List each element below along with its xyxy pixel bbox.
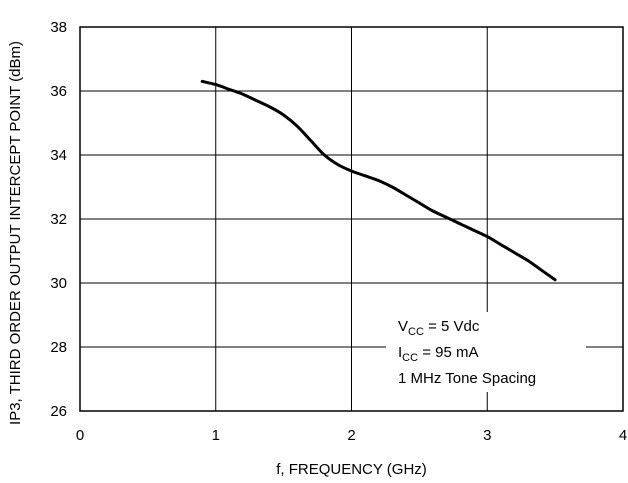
y-axis-label: IP3, THIRD ORDER OUTPUT INTERCEPT POINT … (7, 41, 24, 425)
x-tick-labels: 0 1 2 3 4 (76, 427, 627, 444)
y-tick-label: 28 (50, 339, 67, 356)
x-tick-label: 2 (347, 427, 355, 444)
annotation-tone-spacing: 1 MHz Tone Spacing (398, 370, 536, 387)
y-tick-label: 38 (50, 19, 67, 36)
x-tick-label: 1 (212, 427, 220, 444)
x-tick-label: 0 (76, 427, 84, 444)
plot-frame (79, 26, 624, 412)
x-axis-label: f, FREQUENCY (GHz) (276, 461, 427, 478)
x-tick-label: 3 (483, 427, 491, 444)
annotation-background (386, 312, 586, 392)
y-tick-label: 32 (50, 211, 67, 228)
y-tick-label: 26 (50, 403, 67, 420)
series-line (200, 79, 557, 282)
y-tick-label: 34 (50, 147, 67, 164)
y-tick-label: 30 (50, 275, 67, 292)
y-tick-label: 36 (50, 83, 67, 100)
annotation-icc: ICC = 95 mA (398, 344, 479, 364)
y-tick-labels: 26 28 30 32 34 36 38 (50, 19, 67, 420)
x-tick-label: 4 (619, 427, 627, 444)
annotation-vcc: VCC = 5 Vdc (398, 318, 480, 338)
